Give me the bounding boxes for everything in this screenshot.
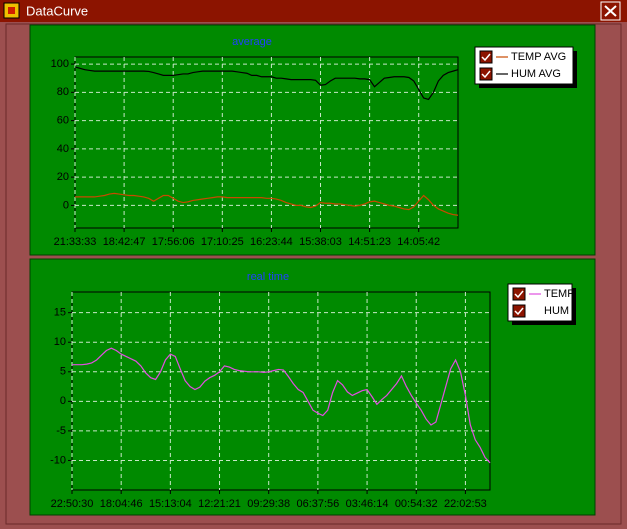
x-tick-label: 18:04:46 — [100, 498, 143, 510]
window-title: DataCurve — [26, 3, 88, 18]
y-tick-label: -5 — [56, 425, 66, 437]
x-tick-label: 15:13:04 — [149, 498, 192, 510]
y-tick-label: 20 — [57, 171, 69, 183]
y-tick-label: 15 — [54, 307, 66, 319]
legend-label[interactable]: HUM — [544, 305, 569, 317]
x-tick-label: 16:23:44 — [250, 236, 293, 248]
app-icon-inner — [8, 7, 15, 14]
x-tick-label: 14:51:23 — [348, 236, 391, 248]
x-tick-label: 09:29:38 — [247, 498, 290, 510]
x-tick-label: 03:46:14 — [346, 498, 389, 510]
y-tick-label: 60 — [57, 115, 69, 127]
x-tick-label: 06:37:56 — [296, 498, 339, 510]
chart-title: average — [232, 36, 272, 48]
legend-check[interactable] — [481, 70, 491, 79]
y-tick-label: 0 — [60, 395, 66, 407]
legend-check[interactable] — [514, 307, 524, 316]
legend-checkbox[interactable] — [512, 287, 526, 301]
x-tick-label: 14:05:42 — [397, 236, 440, 248]
legend-label[interactable]: TEMP — [544, 288, 575, 300]
x-tick-label: 17:10:25 — [201, 236, 244, 248]
series-line — [74, 66, 459, 101]
x-tick-label: 18:42:47 — [103, 236, 146, 248]
x-tick-label: 00:54:32 — [395, 498, 438, 510]
close-x[interactable] — [604, 5, 617, 17]
title-bar — [0, 0, 627, 22]
x-tick-label: 21:33:33 — [54, 236, 97, 248]
x-tick-label: 17:56:06 — [152, 236, 195, 248]
y-tick-label: 0 — [63, 199, 69, 211]
x-tick-label: 22:50:30 — [51, 498, 94, 510]
legend-check[interactable] — [514, 290, 524, 299]
close-button[interactable] — [600, 1, 621, 21]
series-line — [75, 192, 459, 216]
legend-checkbox[interactable] — [479, 67, 493, 81]
legend-check[interactable] — [481, 53, 491, 62]
legend-checkbox[interactable] — [512, 304, 526, 318]
y-tick-label: 80 — [57, 86, 69, 98]
legend-checkbox[interactable] — [479, 50, 493, 64]
x-tick-label: 22:02:53 — [444, 498, 487, 510]
y-tick-label: 100 — [51, 58, 69, 70]
series-line — [72, 347, 491, 464]
x-tick-label: 12:21:21 — [198, 498, 241, 510]
legend-label[interactable]: TEMP AVG — [511, 51, 566, 63]
y-tick-label: 10 — [54, 336, 66, 348]
client-frame — [5, 23, 622, 525]
y-tick-label: -10 — [50, 454, 66, 466]
y-tick-label: 5 — [60, 366, 66, 378]
y-tick-label: 40 — [57, 143, 69, 155]
x-tick-label: 15:38:03 — [299, 236, 342, 248]
chart-title: real time — [247, 271, 289, 283]
legend-label[interactable]: HUM AVG — [511, 68, 561, 80]
plot-area — [71, 291, 491, 491]
plot-area — [74, 56, 459, 229]
